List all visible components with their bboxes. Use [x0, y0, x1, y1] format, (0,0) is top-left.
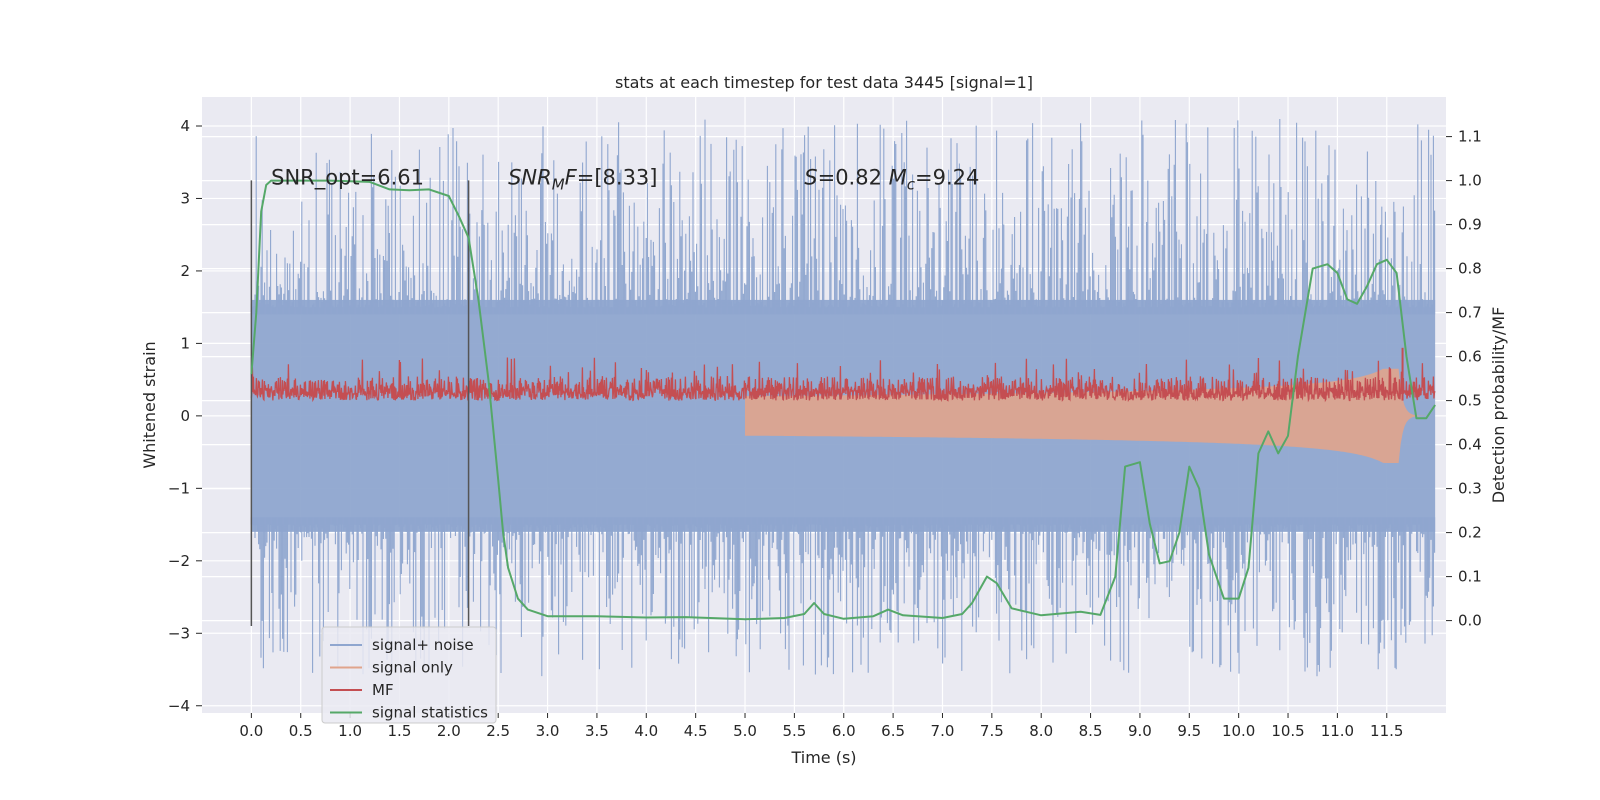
- y2-tick-label: 1.1: [1458, 128, 1482, 146]
- annotation-snr: SNR: [508, 166, 552, 190]
- x-tick-label: 1.0: [338, 722, 362, 740]
- y-axis-label: Whitened strain: [140, 341, 159, 468]
- y2-tick-label: 0.8: [1458, 260, 1482, 278]
- x-tick-label: 1.5: [388, 722, 412, 740]
- annotation-1: SNR_opt=6.61: [271, 166, 424, 191]
- annotation-s-value: =0.82: [818, 166, 889, 190]
- annotation-c: c: [907, 176, 916, 194]
- y-tick-label: 4: [180, 117, 190, 135]
- series-mf: [250, 347, 1436, 403]
- x-tick-label: 10.0: [1222, 722, 1255, 740]
- y2-axis-label: Detection probability/MF: [1489, 307, 1508, 504]
- x-tick-label: 2.0: [437, 722, 461, 740]
- x-tick-label: 11.5: [1370, 722, 1403, 740]
- y2-axis-ticks: 1.1 1.0 0.9 0.8 0.7 0.6 0.5 0.4 0.3 0.2 0.1 0.0: [1446, 128, 1482, 630]
- x-tick-label: 6.0: [832, 722, 856, 740]
- annotation-mc-value: =9.24: [915, 166, 979, 190]
- x-axis-label: Time (s): [790, 748, 856, 767]
- y2-tick-label: 1.0: [1458, 172, 1482, 190]
- y2-tick-label: 0.6: [1458, 348, 1482, 366]
- x-tick-label: 4.5: [684, 722, 708, 740]
- y2-tick-label: 0.7: [1458, 304, 1482, 322]
- y2-tick-label: 0.1: [1458, 568, 1482, 586]
- x-tick-label: 8.5: [1079, 722, 1103, 740]
- y-tick-label: 0: [180, 407, 190, 425]
- y-axis-ticks: 4 3 2 1 0 −1 −2 −3 −4: [168, 117, 202, 715]
- x-tick-label: 4.0: [634, 722, 658, 740]
- y2-tick-label: 0.9: [1458, 216, 1482, 234]
- legend-label: signal statistics: [372, 704, 488, 722]
- y-tick-label: 2: [180, 262, 190, 280]
- annotation-3: S=0.82 Mc=9.24: [804, 166, 979, 194]
- legend: signal+ noise signal only MF signal statist…: [321, 626, 497, 724]
- x-tick-label: 9.5: [1177, 722, 1201, 740]
- x-tick-label: 3.5: [585, 722, 609, 740]
- x-tick-label: 9.0: [1128, 722, 1152, 740]
- annotations: SNR_opt=6.61 SNRMF=[8.33] S=0.82 Mc=9.24: [271, 166, 979, 194]
- x-tick-label: 7.0: [931, 722, 955, 740]
- annotation-m: M: [889, 166, 907, 190]
- y2-tick-label: 0.2: [1458, 524, 1482, 542]
- mf-line: [250, 357, 1436, 403]
- y-tick-label: −3: [168, 624, 190, 642]
- x-tick-label: 6.5: [881, 722, 905, 740]
- marker-vertical-lines: [250, 180, 470, 627]
- y-tick-label: 1: [180, 334, 190, 352]
- x-tick-label: 7.5: [980, 722, 1004, 740]
- series-signal-statistics: [250, 179, 1436, 621]
- y2-tick-label: 0.5: [1458, 392, 1482, 410]
- x-tick-label: 3.0: [536, 722, 560, 740]
- annotation-s: S: [804, 166, 817, 190]
- legend-label: signal only: [372, 659, 453, 677]
- legend-label: signal+ noise: [372, 636, 474, 654]
- x-tick-label: 11.0: [1321, 722, 1354, 740]
- x-tick-label: 5.0: [733, 722, 757, 740]
- x-tick-label: 0.0: [239, 722, 263, 740]
- annotation-value: =[8.33]: [577, 166, 658, 190]
- x-tick-label: 0.5: [289, 722, 313, 740]
- chart-title: stats at each timestep for test data 344…: [615, 73, 1033, 92]
- y2-tick-label: 0.0: [1458, 612, 1482, 630]
- y-tick-label: −4: [168, 697, 190, 715]
- x-tick-label: 8.0: [1029, 722, 1053, 740]
- x-tick-label: 5.5: [782, 722, 806, 740]
- y-tick-label: −1: [168, 479, 190, 497]
- legend-label: MF: [372, 681, 394, 699]
- x-tick-label: 2.5: [486, 722, 510, 740]
- annotation-subscript: M: [552, 176, 565, 194]
- y2-tick-label: 0.3: [1458, 480, 1482, 498]
- y2-tick-label: 0.4: [1458, 436, 1482, 454]
- x-axis-ticks: 0.0 0.5 1.0 1.5 2.0 2.5 3.0 3.5 4.0 4.5 5.0 5.5 6.0 6…: [239, 713, 1403, 740]
- y-tick-label: −2: [168, 552, 190, 570]
- y-tick-label: 3: [180, 189, 190, 207]
- annotation-2: SNRMF=[8.33]: [508, 166, 657, 194]
- annotation-f: F: [565, 166, 578, 190]
- x-tick-label: 10.5: [1271, 722, 1304, 740]
- statistics-line: [250, 179, 1436, 621]
- legend-box: [321, 626, 497, 724]
